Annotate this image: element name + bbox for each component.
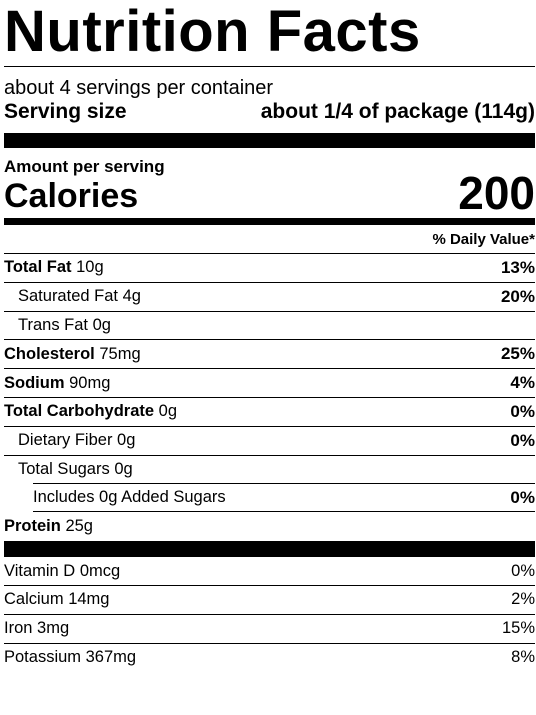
nutrient-amount: 4g: [122, 287, 141, 306]
vitamin-row: Potassium 367mg 8%: [4, 644, 535, 672]
vitamin-amount: 3mg: [37, 619, 70, 638]
label-title: Nutrition Facts: [4, 0, 421, 64]
nutrition-facts-label: Nutrition Facts about 4 servings per con…: [4, 0, 535, 671]
nutrient-row: Protein 25g: [4, 512, 535, 540]
vitamin-row: Calcium 14mg 2%: [4, 586, 535, 615]
thick-divider: [4, 541, 535, 558]
nutrient-amount: 25g: [65, 516, 93, 535]
vitamin-name: Iron: [4, 619, 33, 638]
vitamin-dv: 2%: [511, 590, 535, 609]
nutrient-amount: 90mg: [69, 373, 111, 392]
nutrient-dv: 0%: [510, 430, 535, 450]
nutrient-amount: 0g: [158, 402, 177, 421]
vitamin-row: Vitamin D 0mcg 0%: [4, 557, 535, 586]
calories-value: 200: [458, 167, 535, 219]
nutrient-dv: 0%: [510, 401, 535, 421]
nutrient-dv: 0%: [510, 487, 535, 507]
nutrient-name: Trans Fat: [18, 315, 88, 334]
nutrient-name: Dietary Fiber: [18, 431, 113, 450]
daily-value-header: % Daily Value*: [4, 225, 535, 254]
vitamin-row: Iron 3mg 15%: [4, 615, 535, 644]
vitamin-dv: 15%: [501, 619, 535, 638]
nutrient-dv: 25%: [500, 344, 535, 364]
serving-size-row: Serving size about 1/4 of package (114g): [4, 100, 535, 124]
nutrient-row: Total Sugars 0g: [4, 456, 535, 484]
nutrient-amount: 0g: [92, 315, 111, 334]
calories-row: Calories 200: [4, 170, 535, 216]
nutrient-amount: 0g: [117, 431, 136, 450]
calories-label: Calories: [4, 177, 139, 215]
serving-size-label: Serving size: [4, 100, 127, 123]
amount-per-serving: Amount per serving: [4, 157, 165, 176]
nutrient-name: Sodium: [4, 373, 65, 392]
nutrient-row: Trans Fat 0g: [4, 312, 535, 341]
nutrient-row: Cholesterol 75mg 25%: [4, 340, 535, 370]
thick-divider: [4, 133, 535, 148]
nutrient-row: Total Fat 10g 13%: [4, 254, 535, 283]
nutrient-name: Total Sugars: [18, 459, 110, 478]
serving-size-value: about 1/4 of package (114g): [260, 100, 535, 123]
medium-divider: [4, 218, 535, 225]
nutrient-row: Includes 0g Added Sugars 0%: [33, 483, 535, 513]
nutrient-name: Total Fat: [4, 258, 72, 277]
nutrient-row: Sodium 90mg 4%: [4, 369, 535, 398]
vitamin-name: Potassium: [4, 647, 82, 666]
nutrient-name: Saturated Fat: [18, 287, 118, 306]
vitamin-amount: 0mcg: [79, 561, 121, 580]
vitamin-name: Vitamin D: [4, 561, 76, 580]
nutrient-amount: 75mg: [99, 344, 141, 363]
nutrient-row: Saturated Fat 4g 20%: [4, 283, 535, 312]
title-divider: [4, 66, 535, 67]
nutrient-name: Includes 0g Added Sugars: [33, 488, 226, 507]
vitamin-name: Calcium: [4, 590, 64, 609]
servings-per-container: about 4 servings per container: [4, 77, 274, 99]
nutrient-name: Cholesterol: [4, 344, 95, 363]
nutrient-dv: 4%: [510, 373, 535, 393]
nutrient-name: Total Carbohydrate: [4, 402, 155, 421]
vitamin-amount: 367mg: [85, 647, 137, 666]
nutrient-name: Protein: [4, 516, 61, 535]
nutrient-dv: 20%: [500, 286, 535, 306]
nutrient-amount: 0g: [114, 459, 133, 478]
nutrient-row: Total Carbohydrate 0g 0%: [4, 398, 535, 427]
nutrient-row: Dietary Fiber 0g 0%: [4, 427, 535, 456]
nutrient-dv: 13%: [500, 257, 535, 277]
vitamin-dv: 8%: [511, 647, 535, 666]
vitamin-dv: 0%: [511, 561, 535, 580]
vitamin-amount: 14mg: [68, 590, 110, 609]
nutrient-amount: 10g: [76, 258, 104, 277]
